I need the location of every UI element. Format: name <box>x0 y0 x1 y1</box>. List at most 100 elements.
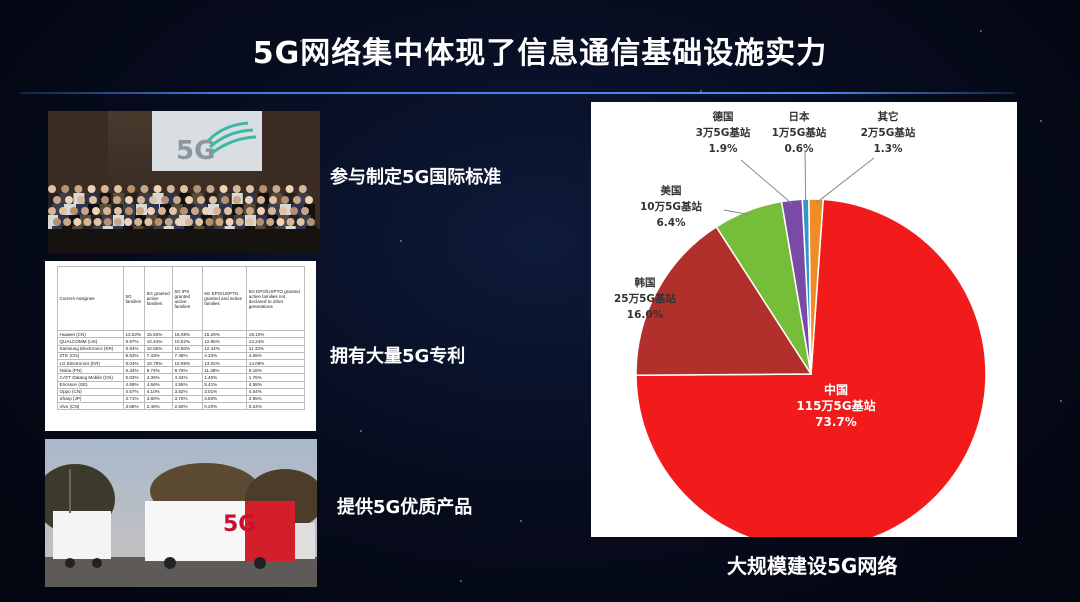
slice-label-3-0: 德国 <box>712 110 734 123</box>
patent-cell: 3.01% <box>201 387 248 396</box>
base-station-pie-chart: 中国 115万5G基站 73.7% 韩国 25万5G基站 16.0% 美国 10万5G基站 6.… <box>591 102 1017 550</box>
slice-label-0-2: 73.7% <box>815 415 857 429</box>
patent-cell: 4.10% <box>144 387 173 396</box>
patent-cell: 4.69% <box>122 380 146 389</box>
truck-cab <box>295 523 315 559</box>
patent-cell: 10.79% <box>144 358 173 368</box>
slice-label-3-1: 3万5G基站 <box>696 126 751 139</box>
patent-cell: 13.52% <box>122 330 146 339</box>
patent-cell: 4.36% <box>144 373 173 382</box>
patent-cell: 7.48% <box>172 351 203 360</box>
slice-label-5-2: 1.3% <box>873 143 903 155</box>
slice-label-3-2: 1.9% <box>708 143 738 155</box>
patent-cell: 10.96% <box>172 358 203 368</box>
patent-cell: 5.41% <box>201 380 248 389</box>
slice-label-5-0: 其它 <box>878 110 899 123</box>
patent-row: Samsung Electronics (KR) 9.94% 10.55% 10.60… <box>57 344 305 353</box>
patent-row: Nokia (FN) 6.34% 9.74% 9.75% 11.38% 9.18% <box>57 366 305 375</box>
slice-label-4-2: 0.6% <box>784 143 814 155</box>
small-trailer <box>53 511 111 559</box>
patent-cell: 2.50% <box>172 402 203 411</box>
patent-cell: 4.55% <box>172 380 203 389</box>
patent-cell: Sharp (JP) <box>57 394 124 404</box>
slice-label-2-2: 6.4% <box>656 217 686 229</box>
slice-label-5-1: 2万5G基站 <box>861 126 916 139</box>
patent-cell: 14.09% <box>246 358 305 368</box>
slice-label-2-0: 美国 <box>661 184 682 197</box>
truck-scene: 5G <box>45 439 317 587</box>
patent-cell: QUALCOMM (US) <box>57 337 124 346</box>
patent-cell: 10.52% <box>172 337 203 346</box>
patent-cell: 9.74% <box>144 366 173 375</box>
patent-table: Current Assignee 5G families 5G granted ac… <box>57 265 305 411</box>
meeting-scene: 5G <box>48 111 320 253</box>
patent-cell: Huawei (CN) <box>57 330 124 339</box>
patent-cell: 3.80% <box>144 394 173 404</box>
patent-header-cell: 5G families <box>122 265 146 332</box>
slice-label-4-1: 1万5G基站 <box>772 126 827 139</box>
patent-row: CATT Datang Mobile (CN) 5.03% 4.36% 4.34% 1.… <box>57 373 305 382</box>
patent-cell: 3.68% <box>122 402 146 411</box>
patent-table-header: Current Assignee 5G families 5G granted ac… <box>57 265 305 332</box>
slice-label-0-1: 115万5G基站 <box>796 398 875 413</box>
patent-cell: Ericsson (SE) <box>57 380 124 389</box>
patent-cell: 9.04% <box>122 358 146 368</box>
slice-label-4-0: 日本 <box>789 110 810 123</box>
patent-cell: 5.03% <box>122 373 146 382</box>
patent-cell: 4.33% <box>201 351 248 360</box>
patent-cell: 9.75% <box>172 366 203 375</box>
patent-cell: 9.97% <box>122 337 146 346</box>
patent-row: QUALCOMM (US) 9.97% 10.44% 10.52% 12.85% 13.2… <box>57 337 305 346</box>
patent-cell: Vivo (CN) <box>57 402 124 411</box>
patent-cell: 7.43% <box>144 351 173 360</box>
patent-cell: 3.82% <box>172 387 203 396</box>
pie-slice-1 <box>635 225 813 377</box>
patent-cell: 4.58% <box>246 380 305 389</box>
patent-cell: 13.02% <box>201 358 248 368</box>
slice-label-1-1: 25万5G基站 <box>614 292 677 305</box>
caption-standards: 参与制定5G国际标准 <box>330 167 502 188</box>
patent-cell: CATT Datang Mobile (CN) <box>57 373 124 382</box>
patent-row: Sharp (JP) 3.71% 3.80% 3.75% 3.83% 3.95% <box>57 394 305 404</box>
patent-cell: 4.08% <box>246 351 305 360</box>
patent-cell: 11.38% <box>201 366 248 375</box>
patent-cell: 3.83% <box>201 394 248 404</box>
patent-cell: 1.76% <box>246 373 305 382</box>
leader-line-3 <box>740 159 793 205</box>
patent-cell: LG Electronics (KR) <box>57 358 124 368</box>
patent-cell: 4.34% <box>172 373 203 382</box>
patent-cell: 9.63% <box>122 351 146 360</box>
patent-cell: 9.18% <box>246 366 305 375</box>
patent-cell: Nokia (FN) <box>57 366 124 375</box>
patent-cell: 0.20% <box>201 402 248 411</box>
leader-line-2 <box>723 209 750 216</box>
crowd-group <box>48 185 317 242</box>
patent-cell: 3.95% <box>246 394 305 404</box>
patent-cell: 13.24% <box>246 337 305 346</box>
signal-arcs-icon <box>206 121 249 143</box>
leader-line-5 <box>815 157 875 204</box>
patent-cell: 3.75% <box>172 394 203 404</box>
patent-row: ZTE (CN) 9.63% 7.43% 7.48% 4.33% 4.08% <box>57 351 305 360</box>
projector-screen <box>152 111 262 171</box>
patent-row: Oppo (CN) 4.57% 4.10% 3.82% 3.01% 4.04% <box>57 387 305 396</box>
patent-cell: 3.71% <box>122 394 146 404</box>
patent-cell: 15.93% <box>144 330 173 339</box>
slice-label-2-1: 10万5G基站 <box>640 200 703 213</box>
patent-cell: 12.44% <box>201 344 248 353</box>
patent-header-cell: Current Assignee <box>57 265 124 332</box>
patent-cell: 16.08% <box>172 330 203 339</box>
patent-cell: 10.55% <box>144 344 173 353</box>
patent-row: Ericsson (SE) 4.69% 4.66% 4.55% 5.41% 4.58% <box>57 380 305 389</box>
patent-cell: 19.10% <box>246 330 305 339</box>
slice-label-0-0: 中国 <box>824 382 848 397</box>
patent-cell: 9.94% <box>122 344 146 353</box>
patent-cell: 12.85% <box>201 337 248 346</box>
patent-cell: 2.46% <box>144 402 173 411</box>
patent-header-cell: 5G IPS granted active families <box>172 265 203 332</box>
caption-products: 提供5G优质产品 <box>337 497 473 518</box>
truck-5g-text: 5G <box>223 512 256 537</box>
patent-cell: 10.44% <box>144 337 173 346</box>
patent-cell: 0.24% <box>246 402 305 411</box>
